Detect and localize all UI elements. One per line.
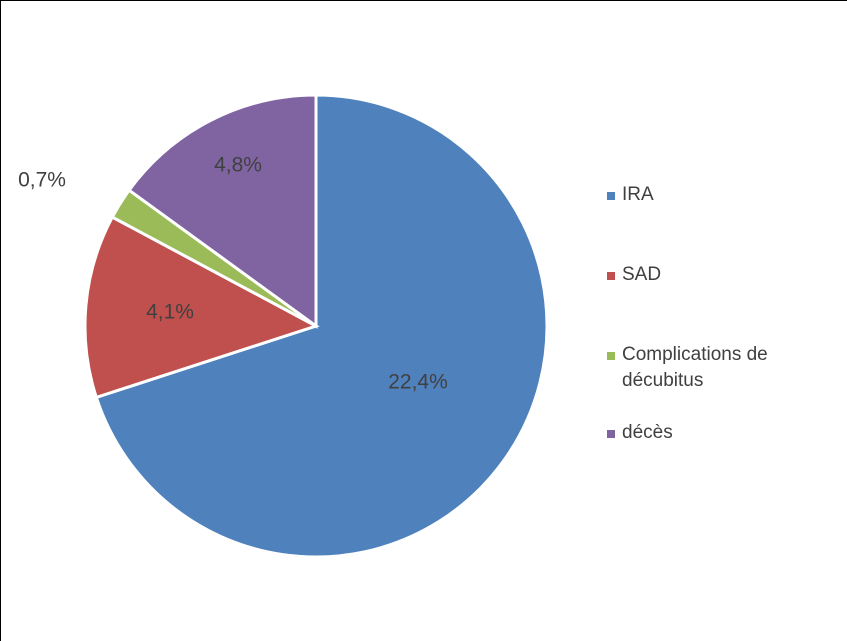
slice-label: 0,7% [18, 169, 66, 192]
legend-label: SAD [622, 264, 662, 285]
slice-label: 4,1% [146, 301, 194, 324]
legend-swatch [607, 272, 615, 280]
pie-slice [94, 93, 549, 559]
slice-label: 22,4% [388, 371, 448, 394]
legend-swatch [607, 352, 615, 360]
legend-label: décès [622, 422, 673, 443]
pie-slice [127, 93, 318, 329]
legend-swatch [607, 430, 615, 438]
legend-label: IRA [622, 184, 654, 205]
legend-label: Complications de décubitus [622, 344, 768, 391]
slice-label: 4,8% [214, 154, 262, 177]
legend-swatch [607, 192, 615, 200]
pie-slice [83, 215, 320, 400]
